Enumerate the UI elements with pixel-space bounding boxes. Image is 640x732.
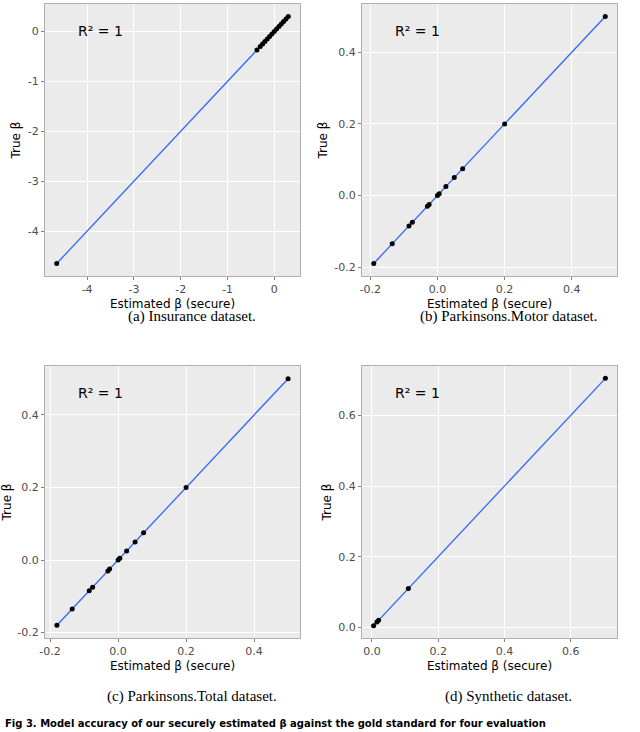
svg-text:Fig 3. Model accuracy of our s: Fig 3. Model accuracy of our securely es…: [5, 718, 546, 729]
svg-text:R² = 1: R² = 1: [395, 385, 440, 401]
svg-text:0.2: 0.2: [338, 118, 356, 131]
svg-text:0.2: 0.2: [177, 645, 195, 658]
svg-text:0.4: 0.4: [563, 283, 581, 296]
svg-text:0.0: 0.0: [338, 621, 356, 634]
svg-text:0.6: 0.6: [338, 409, 356, 422]
svg-text:0.2: 0.2: [429, 645, 447, 658]
svg-text:(a) Insurance dataset.: (a) Insurance dataset.: [128, 308, 256, 325]
svg-text:Estimated β (secure): Estimated β (secure): [427, 659, 552, 673]
svg-text:0.0: 0.0: [109, 645, 127, 658]
svg-text:0.6: 0.6: [562, 645, 580, 658]
svg-text:-3: -3: [128, 283, 139, 296]
svg-text:(d) Synthetic dataset.: (d) Synthetic dataset.: [445, 688, 572, 705]
svg-text:R² = 1: R² = 1: [78, 23, 123, 39]
svg-text:R² = 1: R² = 1: [395, 23, 440, 39]
svg-text:-1: -1: [222, 283, 233, 296]
svg-text:0.2: 0.2: [338, 551, 356, 564]
svg-text:0.4: 0.4: [245, 645, 263, 658]
svg-text:-0.2: -0.2: [17, 626, 38, 639]
svg-text:Estimated β (secure): Estimated β (secure): [110, 659, 235, 673]
svg-text:(b) Parkinsons.Motor dataset.: (b) Parkinsons.Motor dataset.: [420, 308, 597, 325]
svg-text:0.4: 0.4: [21, 409, 39, 422]
svg-text:0.4: 0.4: [496, 645, 514, 658]
svg-text:-0.2: -0.2: [360, 283, 381, 296]
svg-text:-1: -1: [28, 75, 39, 88]
svg-text:-0.2: -0.2: [39, 645, 60, 658]
svg-text:0: 0: [271, 283, 278, 296]
svg-text:Estimated β (secure): Estimated β (secure): [110, 297, 235, 311]
svg-text:0: 0: [32, 25, 39, 38]
svg-text:(c) Parkinsons.Total dataset.: (c) Parkinsons.Total dataset.: [107, 688, 277, 705]
svg-text:0.4: 0.4: [338, 46, 356, 59]
svg-text:Estimated β (secure): Estimated β (secure): [427, 297, 552, 311]
svg-text:-0.2: -0.2: [334, 261, 355, 274]
svg-text:0.0: 0.0: [21, 554, 39, 567]
svg-text:True β: True β: [9, 122, 23, 160]
svg-text:True β: True β: [320, 484, 334, 522]
svg-text:0.0: 0.0: [429, 283, 447, 296]
svg-text:-3: -3: [28, 175, 39, 188]
svg-text:-2: -2: [28, 125, 39, 138]
svg-text:-2: -2: [175, 283, 186, 296]
svg-text:0.2: 0.2: [496, 283, 513, 296]
svg-text:0.0: 0.0: [363, 645, 381, 658]
svg-text:0.0: 0.0: [338, 189, 356, 202]
svg-text:0.2: 0.2: [21, 481, 39, 494]
svg-text:-4: -4: [28, 225, 39, 238]
svg-text:0.4: 0.4: [338, 480, 356, 493]
svg-text:True β: True β: [0, 484, 14, 522]
svg-text:-4: -4: [82, 283, 93, 296]
svg-text:True β: True β: [316, 122, 330, 160]
svg-text:R² = 1: R² = 1: [78, 385, 123, 401]
